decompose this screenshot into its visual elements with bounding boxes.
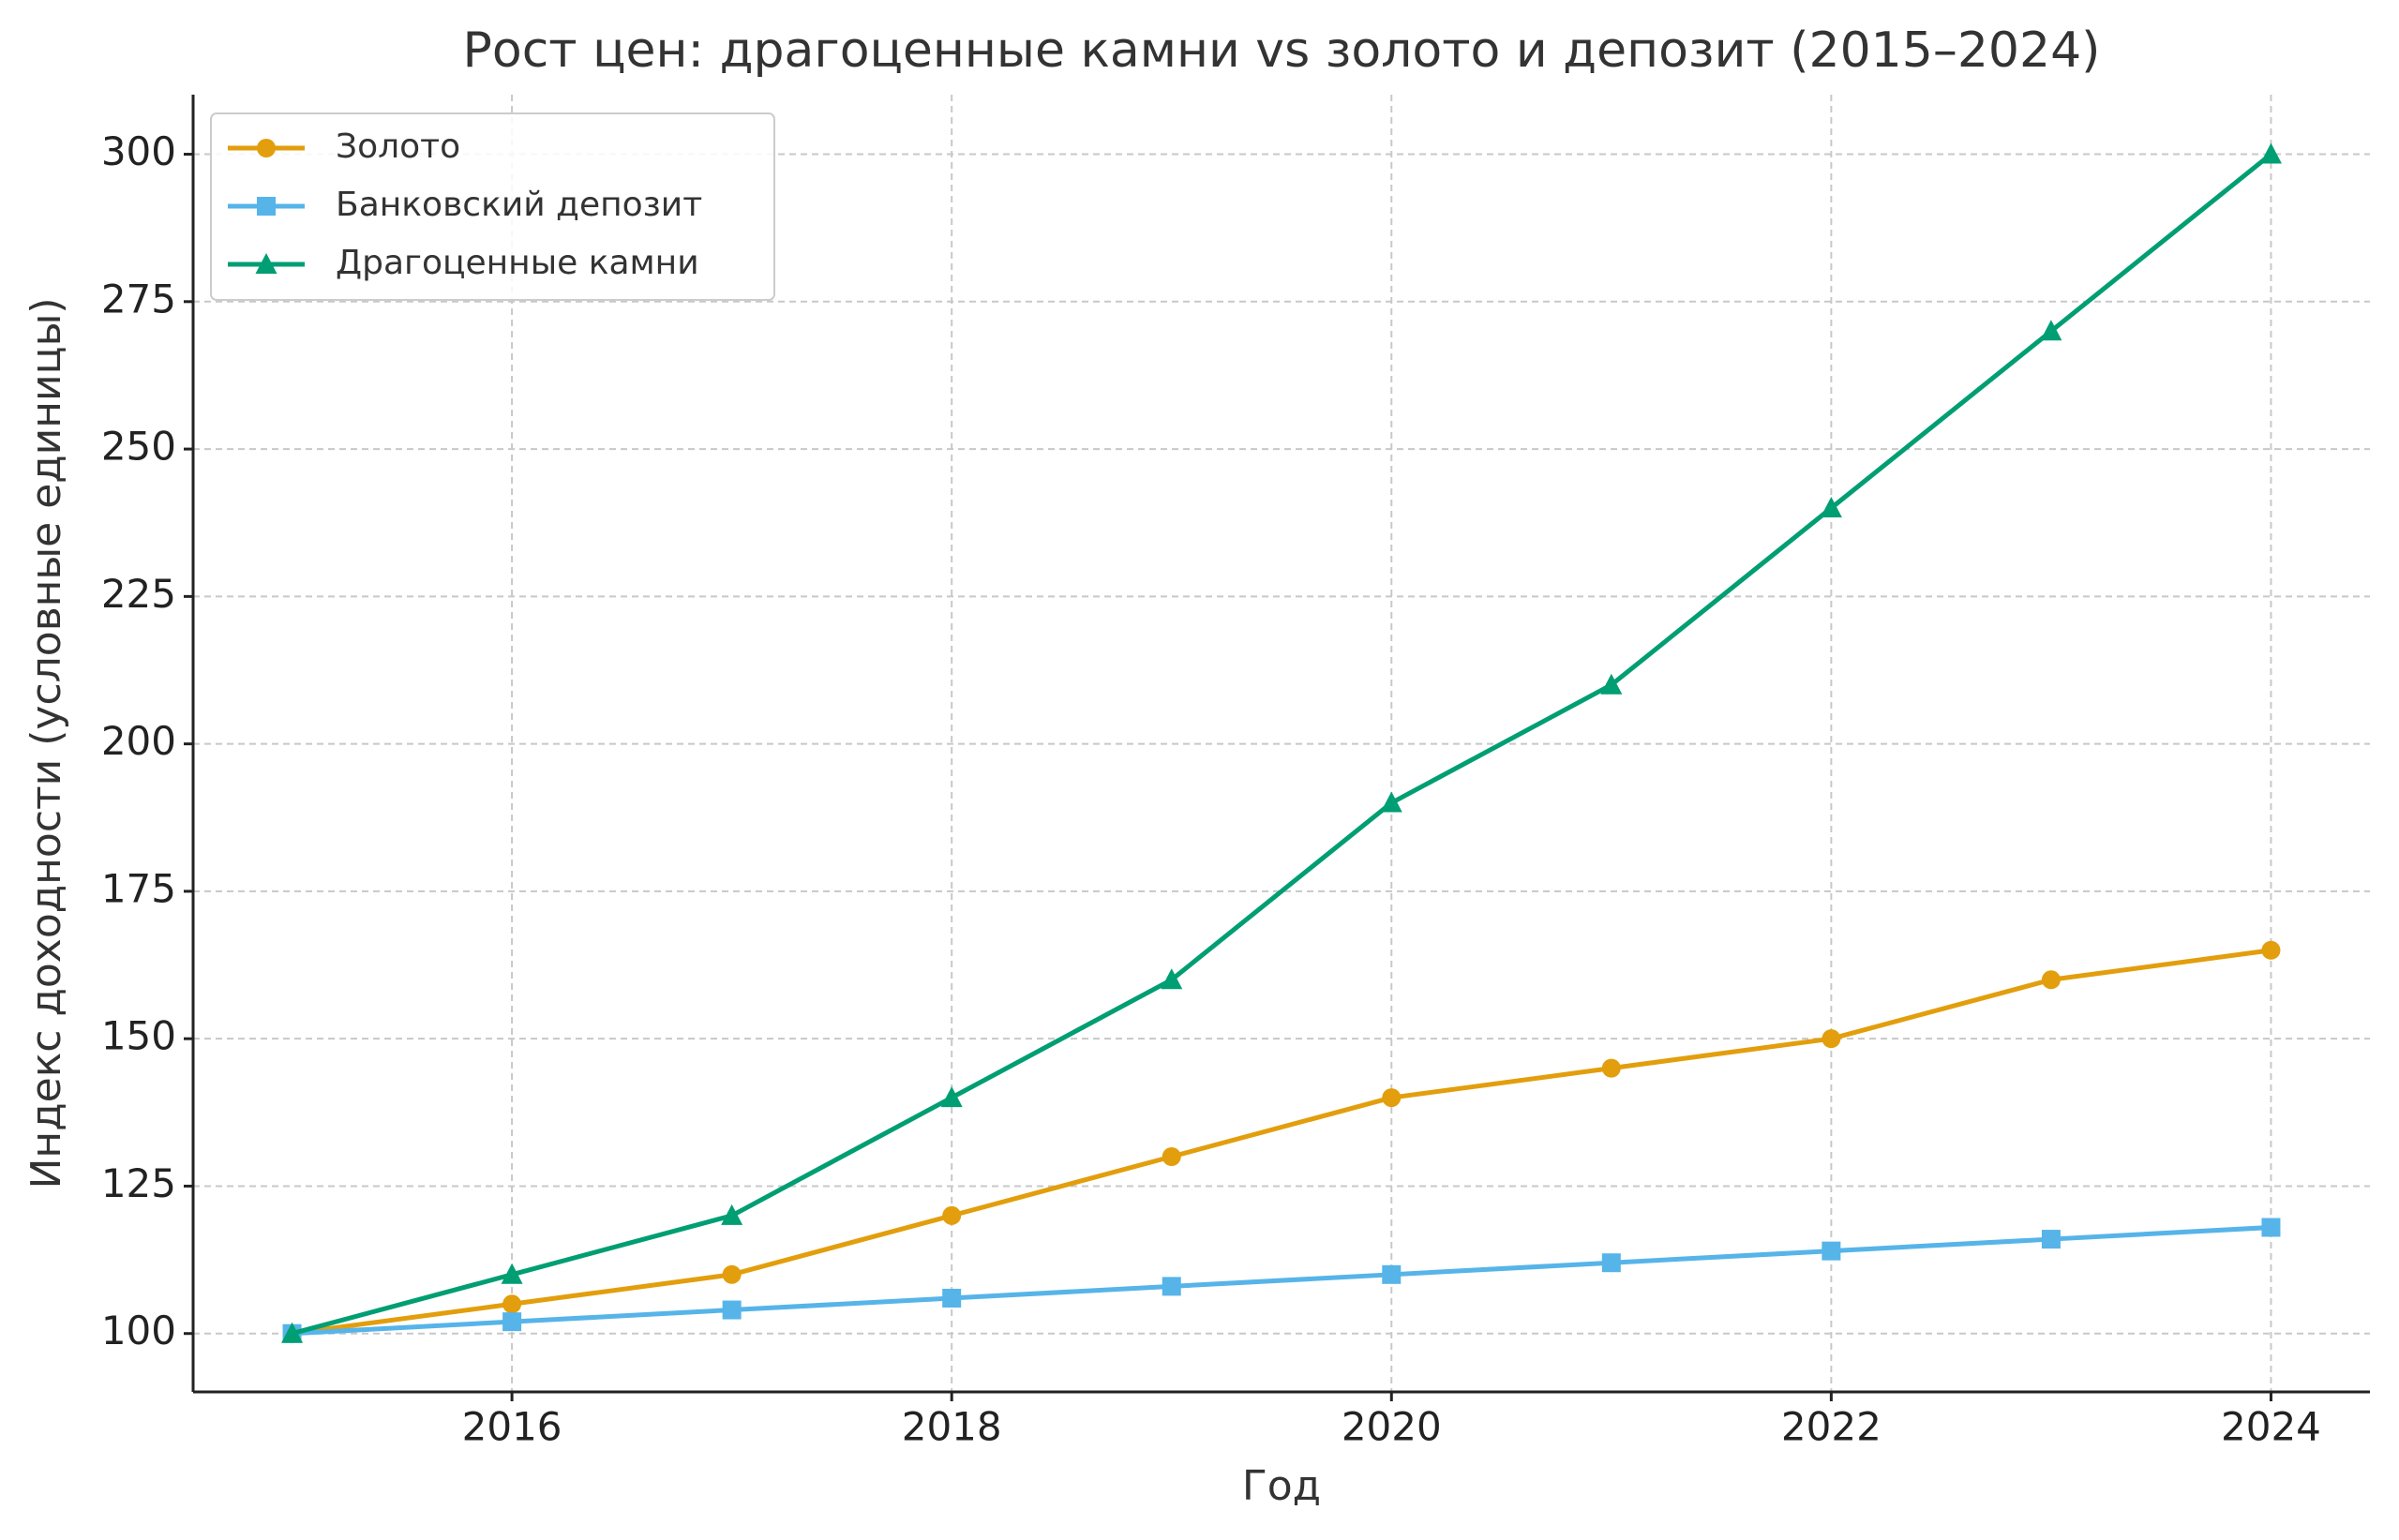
y-tick-label: 275 <box>101 276 176 321</box>
y-tick-label: 250 <box>101 424 176 470</box>
data-point <box>501 1263 523 1284</box>
data-point <box>721 1204 743 1225</box>
data-point <box>1600 673 1623 695</box>
data-point <box>2261 940 2281 960</box>
y-tick-label: 200 <box>101 718 176 764</box>
data-point <box>1382 1088 1402 1108</box>
x-tick-label: 2020 <box>1342 1404 1442 1450</box>
y-tick-label: 300 <box>101 128 176 174</box>
legend-marker <box>257 139 276 157</box>
x-tick-label: 2024 <box>2221 1404 2321 1450</box>
chart-title: Рост цен: драгоценные камни vs золото и … <box>463 22 2101 79</box>
y-axis-label: Индекс доходности (условные единицы) <box>22 298 70 1189</box>
legend-marker <box>257 197 276 216</box>
legend-label: Банковский депозит <box>336 186 702 224</box>
y-tick-label: 100 <box>101 1308 176 1353</box>
legend-label: Драгоценные камни <box>336 244 699 282</box>
legend: Золото Банковский депозит Драгоценные камн… <box>210 112 775 301</box>
x-axis-label: Год <box>1242 1462 1321 1510</box>
y-tick-label: 125 <box>101 1160 176 1206</box>
data-point <box>1162 1146 1181 1166</box>
data-point <box>722 1264 742 1284</box>
data-point <box>1601 1253 1621 1273</box>
data-point <box>1601 1058 1621 1078</box>
data-point <box>1822 1029 1841 1049</box>
y-tick-label: 175 <box>101 865 176 911</box>
legend-label: Золото <box>336 127 460 166</box>
series-line <box>292 1224 2272 1337</box>
data-point <box>942 1288 962 1308</box>
legend-marker <box>255 253 277 274</box>
data-point <box>2041 970 2061 990</box>
data-point <box>1820 496 1842 517</box>
legend-box <box>210 112 775 301</box>
data-point <box>1162 1277 1181 1296</box>
data-point <box>2261 1218 2281 1237</box>
data-point <box>942 1205 962 1225</box>
y-tick-label: 225 <box>101 571 176 617</box>
series-line <box>292 948 2272 1337</box>
data-point <box>1380 791 1402 813</box>
data-point <box>2040 320 2062 341</box>
series-line <box>291 152 2273 1337</box>
data-point <box>1382 1264 1402 1284</box>
data-point <box>2259 142 2282 164</box>
y-tick-label: 150 <box>101 1013 176 1059</box>
data-point <box>2041 1230 2061 1249</box>
data-point <box>502 1294 522 1314</box>
x-tick-label: 2016 <box>462 1404 562 1450</box>
data-point <box>940 1086 963 1108</box>
x-tick-label: 2022 <box>1781 1404 1882 1450</box>
data-point <box>281 1322 304 1343</box>
data-point <box>1161 968 1183 990</box>
data-point <box>502 1312 522 1332</box>
x-tick-label: 2018 <box>902 1404 1002 1450</box>
data-point <box>1822 1241 1841 1261</box>
data-point <box>722 1300 742 1320</box>
